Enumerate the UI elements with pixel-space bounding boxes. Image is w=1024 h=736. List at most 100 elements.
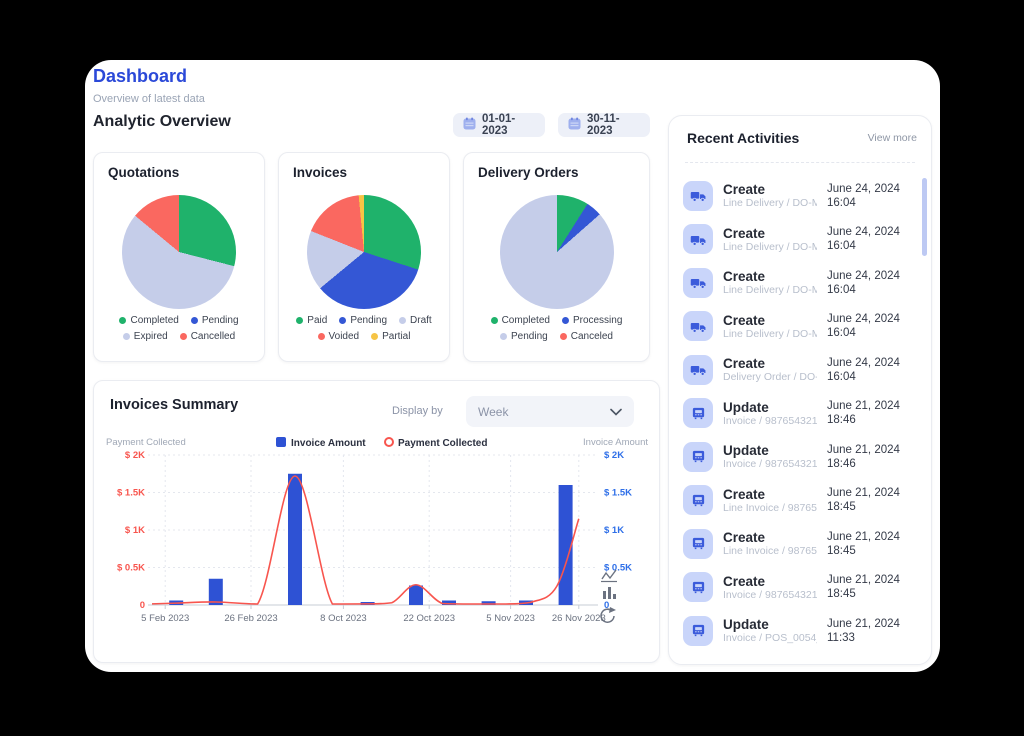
left-y-tick: $ 0.5K: [117, 563, 145, 574]
legend-dot: [317, 333, 325, 340]
calendar-icon: [568, 117, 581, 133]
start-date-value: 01-01-2023: [482, 113, 516, 137]
legend-label: Processing: [572, 315, 623, 326]
divider: [685, 162, 915, 163]
activity-date: June 21, 2024: [827, 530, 900, 543]
x-axis-label: 5 Nov 2023: [486, 613, 535, 624]
invoice-receipt-icon: [683, 441, 713, 472]
activity-time: 16:04: [827, 283, 856, 296]
activity-action: Create: [723, 225, 766, 241]
legend-item-canceled[interactable]: Canceled: [559, 331, 613, 342]
left-y-tick: $ 1.5K: [117, 488, 145, 499]
activity-time: 11:33: [827, 631, 855, 644]
legend-item-paid[interactable]: Paid: [296, 315, 327, 326]
activity-detail: Delivery Order / DO-M...: [723, 371, 817, 384]
activity-date: June 21, 2024: [827, 400, 900, 413]
invoices-pie-chart[interactable]: [307, 195, 421, 309]
left-y-tick: 0: [140, 600, 145, 611]
activity-list: Create Line Delivery / DO-MO... June 24, 2…: [683, 174, 921, 656]
left-axis-name: Payment Collected: [106, 437, 186, 448]
invoice-amount-bar: [409, 585, 423, 605]
recent-activities-title: Recent Activities: [687, 130, 800, 146]
right-y-tick: $ 0.5K: [604, 563, 632, 574]
legend-swatch-invoice-amount: [276, 437, 286, 447]
activity-date: June 24, 2024: [827, 356, 900, 369]
display-by-dropdown[interactable]: Week: [466, 396, 634, 427]
activity-date: June 21, 2024: [827, 574, 900, 587]
legend-dot: [122, 333, 130, 340]
page-title: Dashboard: [93, 66, 188, 86]
x-axis-label: 5 Feb 2023: [141, 613, 189, 624]
invoice-amount-bar: [481, 601, 496, 605]
legend-item-completed[interactable]: Completed: [490, 315, 550, 326]
activity-detail: Invoice / POS_0054_...: [723, 632, 817, 645]
activity-action: Update: [723, 443, 769, 459]
legend-label: Pending: [350, 315, 388, 326]
scrollbar-thumb[interactable]: [922, 178, 927, 256]
activity-action: Create: [723, 573, 766, 589]
invoices-pie-legend: Paid Pending Draft Voided Partial: [287, 315, 441, 342]
legend-dot: [371, 333, 379, 340]
legend-label: Pending: [511, 331, 548, 342]
legend-item-processing[interactable]: Processing: [561, 315, 623, 326]
start-date-picker[interactable]: 01-01-2023: [453, 113, 545, 137]
payment-collected-line: [151, 475, 580, 605]
invoices-summary-chart[interactable]: 5 Feb 2023 26 Feb 2023 8 Oct 2023 22 Oct 20…: [100, 433, 652, 652]
activity-time: 16:04: [827, 196, 856, 209]
activity-date: June 21, 2024: [827, 617, 900, 630]
activity-detail: Line Invoice / 987654...: [723, 501, 817, 514]
delivery-orders-pie-legend: Completed Processing Pending Canceled: [472, 315, 641, 342]
x-axis-label: 22 Oct 2023: [403, 613, 455, 624]
legend-item-pending[interactable]: Pending: [339, 315, 387, 326]
invoice-receipt-icon: [683, 485, 713, 516]
right-y-tick: 0: [604, 600, 609, 611]
legend-item-expired[interactable]: Expired: [122, 331, 168, 342]
legend-item-completed[interactable]: Completed: [119, 315, 179, 326]
legend-item-partial[interactable]: Partial: [371, 331, 410, 342]
dashboard-panel: Dashboard Overview of latest data Analyt…: [85, 60, 940, 672]
legend-item-pending[interactable]: Pending: [190, 315, 239, 326]
legend-item-voided[interactable]: Voided: [317, 331, 359, 342]
legend-dot: [490, 317, 498, 324]
delivery-truck-icon: [683, 311, 713, 342]
activity-action: Create: [723, 530, 766, 546]
left-y-tick: $ 1K: [125, 525, 145, 536]
calendar-icon: [463, 117, 476, 133]
delivery-orders-card: Delivery Orders Completed Processing Pendi…: [463, 152, 650, 362]
activity-action: Create: [723, 356, 766, 372]
legend-dot: [190, 317, 198, 324]
activity-date: June 24, 2024: [827, 226, 900, 239]
page-subtitle: Overview of latest data: [93, 93, 205, 105]
delivery-truck-icon: [683, 180, 713, 211]
legend-label: Cancelled: [190, 331, 236, 342]
bar-chart-toggle-icon: [603, 587, 616, 599]
right-y-tick: $ 1K: [604, 525, 624, 536]
legend-item-draft[interactable]: Draft: [399, 315, 432, 326]
end-date-picker[interactable]: 30-11-2023: [558, 113, 650, 137]
activity-date: June 21, 2024: [827, 443, 900, 456]
delivery-orders-pie-chart[interactable]: [499, 195, 614, 309]
legend-label: Completed: [501, 315, 550, 326]
activity-time: 16:04: [827, 240, 856, 253]
refresh-icon: [600, 607, 616, 623]
invoice-receipt-icon: [683, 572, 713, 603]
legend-item-pending[interactable]: Pending: [500, 331, 548, 342]
activity-detail: Line Delivery / DO-MO...: [723, 327, 817, 340]
view-more-link[interactable]: View more: [867, 132, 917, 144]
quotations-pie-chart[interactable]: [122, 195, 236, 309]
legend-item-cancelled[interactable]: Cancelled: [179, 331, 236, 342]
end-date-value: 30-11-2023: [587, 113, 620, 137]
invoices-card-title: Invoices: [293, 165, 348, 180]
display-by-value: Week: [478, 404, 509, 419]
